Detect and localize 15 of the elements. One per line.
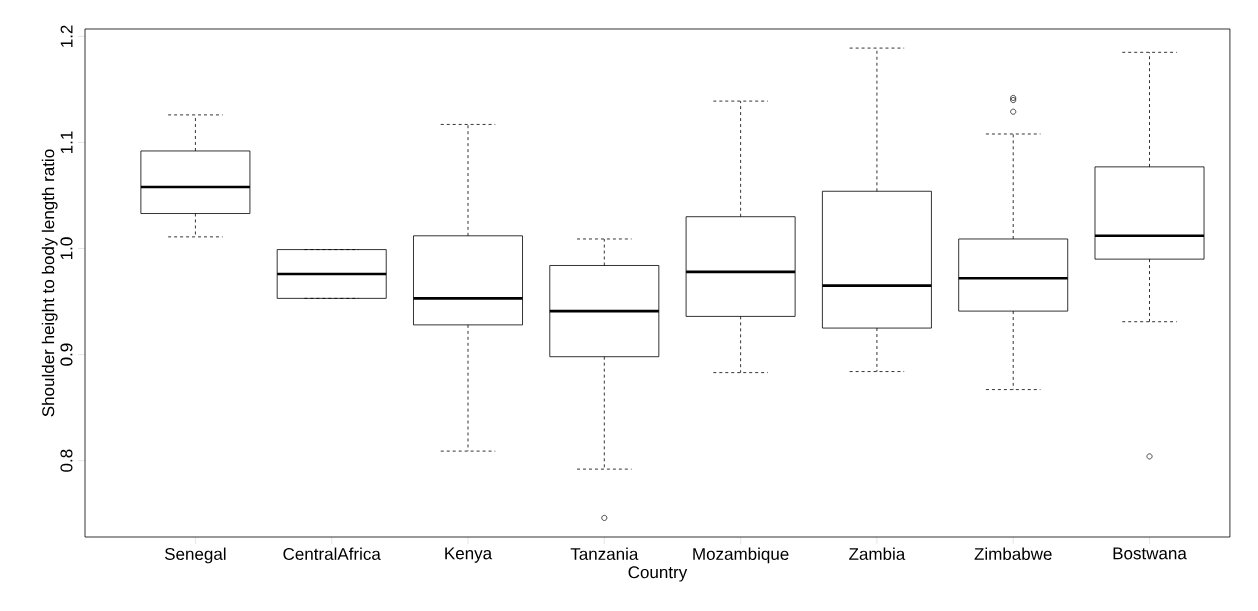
x-tick-label: Bostwana — [1113, 547, 1187, 560]
x-tick-label: Zambia — [849, 547, 906, 561]
x-tick-label: Tanzania — [570, 547, 639, 561]
x-tick-label: Mozambique — [693, 547, 789, 564]
y-tick-label: 0.8 — [60, 449, 73, 472]
x-axis-title: Country — [628, 566, 688, 582]
x-tick-label: Senegal — [164, 547, 226, 564]
y-tick-label: 1.0 — [60, 237, 73, 260]
x-tick-label: CentralAfrica — [283, 547, 381, 561]
y-tick-label: 1.1 — [60, 131, 73, 153]
x-tick-label: Kenya — [445, 547, 493, 563]
y-tick-label: 0.9 — [60, 343, 73, 366]
x-tick-label: Zimbabwe — [974, 547, 1052, 561]
y-axis-title: Shoulder height to body length ratio — [41, 149, 58, 417]
y-tick-label: 1.2 — [60, 25, 73, 47]
